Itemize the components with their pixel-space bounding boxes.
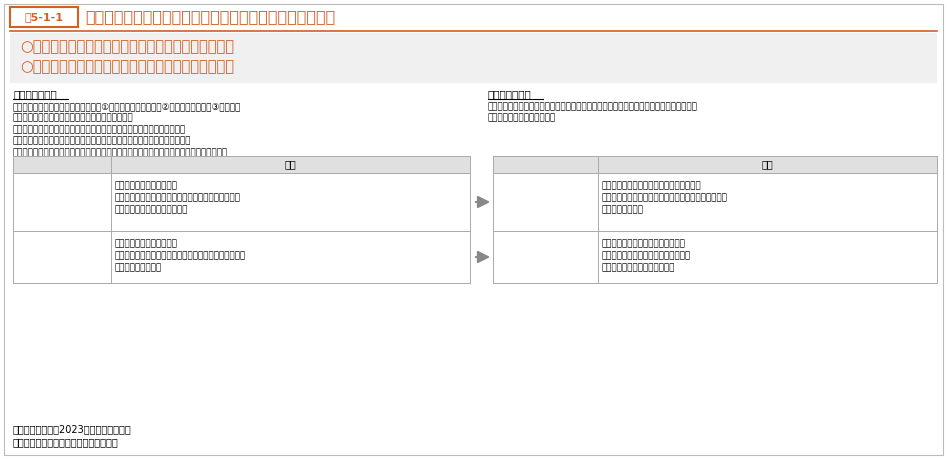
Text: 第一種特定化学物質: 第一種特定化学物質: [497, 181, 545, 190]
Text: 用に関する規制により管理: 用に関する規制により管理: [488, 113, 556, 123]
Bar: [10, 33, 937, 83]
Bar: [13, 173, 470, 231]
Text: ・有害性調査の指示等を行い、長期毒性が認められれ: ・有害性調査の指示等を行い、長期毒性が認められれ: [115, 193, 241, 202]
Text: ２．リスク管理: ２．リスク管理: [488, 89, 532, 99]
Text: ・製造・輸入の実績の届出: ・製造・輸入の実績の届出: [115, 181, 178, 190]
Text: 区分: 区分: [56, 159, 68, 169]
Bar: [13, 156, 111, 173]
Text: 化学物質の審査及び製造等の規制に関する法律のポイント: 化学物質の審査及び製造等の規制に関する法律のポイント: [85, 10, 335, 24]
Bar: [13, 156, 470, 173]
Bar: [493, 173, 937, 231]
Text: ・リスク評価等の結果、指定された特定化学物質について、性状に応じた製造・輸入・使: ・リスク評価等の結果、指定された特定化学物質について、性状に応じた製造・輸入・使: [488, 102, 698, 111]
Text: ・製造・輸入の予定及び実績の届出: ・製造・輸入の予定及び実績の届出: [602, 239, 686, 248]
Text: 優先評価化学物質: 優先評価化学物質: [18, 239, 61, 248]
Bar: [493, 231, 937, 283]
Text: とは言えない物質は優先評価化学物質に指定: とは言えない物質は優先評価化学物質に指定: [13, 171, 123, 180]
Text: ・限定的に使用を認める用途について、取扱いに係る: ・限定的に使用を認める用途について、取扱いに係る: [602, 193, 728, 202]
Text: ・取扱いに係る技術指針の遵守: ・取扱いに係る技術指針の遵守: [602, 263, 675, 272]
Text: ・難分解性・高蓄積性・長期毒性のある物質は第一種特定化学物質に指定: ・難分解性・高蓄積性・長期毒性のある物質は第一種特定化学物質に指定: [13, 125, 187, 134]
Text: ・原則、製造・輸入、使用の事実上の禁止: ・原則、製造・輸入、使用の事実上の禁止: [602, 181, 702, 190]
Bar: [493, 231, 598, 283]
Text: 定化学物質に指定: 定化学物質に指定: [115, 263, 162, 272]
Bar: [10, 7, 78, 27]
Bar: [493, 173, 598, 231]
Text: ・新規化学物質の製造・輸入に際し、①環境中での難分解性、②生物への蓄積性、③人や動植: ・新規化学物質の製造・輸入に際し、①環境中での難分解性、②生物への蓄積性、③人や…: [13, 102, 241, 111]
Text: 23物質）: 23物質）: [497, 263, 525, 272]
Text: 注：各物質の数は2023年４月１日時点。: 注：各物質の数は2023年４月１日時点。: [13, 424, 132, 434]
Bar: [493, 156, 598, 173]
Text: （218物質）: （218物質）: [18, 252, 57, 261]
Bar: [493, 156, 937, 173]
Bar: [13, 231, 470, 283]
Text: ○化学物質に関するリスク評価とリスク管理の２本柱: ○化学物質に関するリスク評価とリスク管理の２本柱: [20, 59, 234, 74]
Text: （トリクロロエチレン等: （トリクロロエチレン等: [497, 251, 556, 260]
Text: （38物質）: （38物質）: [18, 194, 51, 203]
Text: ・その他の一般化学物質等（上記に該当しない既存化学物質及び審査済みの新規化学物質）: ・その他の一般化学物質等（上記に該当しない既存化学物質及び審査済みの新規化学物質…: [13, 148, 228, 157]
Text: 第二種特定化学物質: 第二種特定化学物質: [497, 239, 545, 248]
Text: ・（必要に応じ）製造・輸入量の制限: ・（必要に応じ）製造・輸入量の制限: [602, 251, 691, 260]
Bar: [13, 231, 111, 283]
Text: ・製造・輸入の実績の届出: ・製造・輸入の実績の届出: [115, 239, 178, 248]
Text: 区分: 区分: [540, 159, 551, 169]
Text: 物への毒性の届出を事業者に義務付け、国が審査: 物への毒性の届出を事業者に義務付け、国が審査: [13, 113, 134, 123]
Text: 監視化学物質: 監視化学物質: [18, 181, 50, 190]
Text: １．リスク評価: １．リスク評価: [13, 89, 57, 99]
Text: については、製造・輸入量や毒性情報等を基にスクリーニング評価を行い、リスクがない: については、製造・輸入量や毒性情報等を基にスクリーニング評価を行い、リスクがない: [13, 159, 228, 168]
Text: ば第一種特定化学物質に指定: ば第一種特定化学物質に指定: [115, 205, 188, 214]
Text: 措置: 措置: [285, 159, 296, 169]
Text: 図5-1-1: 図5-1-1: [25, 12, 63, 22]
Text: ○リスクの高い化学物質による環境汚染の防止を目的: ○リスクの高い化学物質による環境汚染の防止を目的: [20, 39, 234, 54]
Text: ・リスク評価を行い、リスクが認められれば、第二種特: ・リスク評価を行い、リスクが認められれば、第二種特: [115, 251, 246, 260]
Text: 資料：厚生労働省、経済産業省、環境省: 資料：厚生労働省、経済産業省、環境省: [13, 437, 118, 447]
Text: 規制: 規制: [761, 159, 774, 169]
Text: 技術基準の遵守: 技術基準の遵守: [602, 205, 644, 214]
Text: （PCB等34物質）: （PCB等34物質）: [497, 194, 553, 203]
Text: ・難分解性・高蓄積性物質・毒性不明の既存化学物質は監視化学物質に指定: ・難分解性・高蓄積性物質・毒性不明の既存化学物質は監視化学物質に指定: [13, 136, 191, 146]
Bar: [13, 173, 111, 231]
